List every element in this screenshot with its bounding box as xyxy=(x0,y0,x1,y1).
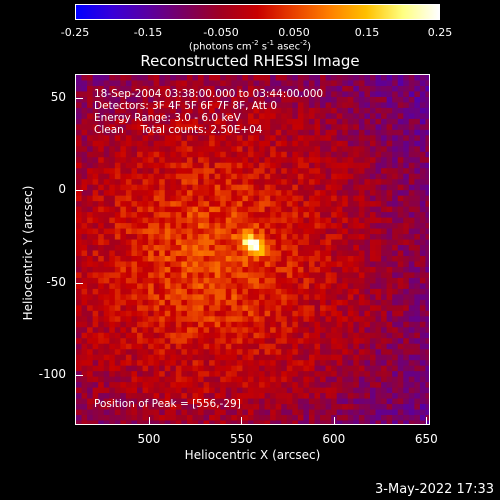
colorbar-tick-label: -0.050 xyxy=(203,26,239,39)
x-tick-label: 550 xyxy=(229,432,253,446)
plot-title: Reconstructed RHESSI Image xyxy=(140,52,360,70)
y-tick-label: -100 xyxy=(38,367,66,382)
colorbar-tick-label: -0.25 xyxy=(60,26,90,39)
info-time-range: 18-Sep-2004 03:38:00.000 to 03:44:00.000 xyxy=(94,88,324,100)
colorbar-tick-label: 0.050 xyxy=(278,26,310,39)
y-axis-label: Heliocentric Y (arcsec) xyxy=(21,185,35,321)
x-tick-mark xyxy=(241,417,243,425)
y-tick-label: 0 xyxy=(58,182,66,197)
x-tick-label: 500 xyxy=(137,432,161,446)
timestamp: 3-May-2022 17:33 xyxy=(375,482,494,497)
info-peak-position: Position of Peak = [556,-29] xyxy=(94,398,241,410)
x-axis-label: Heliocentric X (arcsec) xyxy=(184,448,321,462)
x-tick-mark xyxy=(333,417,335,425)
colorbar-tick-label: -0.15 xyxy=(133,26,163,39)
y-tick-label: 50 xyxy=(50,90,66,105)
info-detectors: Detectors: 3F 4F 5F 6F 7F 8F, Att 0 xyxy=(94,100,278,112)
x-tick-label: 650 xyxy=(414,432,438,446)
info-energy-range: Energy Range: 3.0 - 6.0 keV xyxy=(94,112,241,124)
y-tick-mark xyxy=(75,375,83,377)
info-clean-counts: Clean Total counts: 2.50E+04 xyxy=(94,124,263,136)
y-tick-mark xyxy=(75,190,83,192)
colorbar-tick-label: 0.25 xyxy=(427,26,453,39)
x-tick-mark xyxy=(426,417,428,425)
image-plot-area[interactable]: 18-Sep-2004 03:38:00.000 to 03:44:00.000… xyxy=(75,74,430,425)
colorbar xyxy=(75,4,440,20)
y-tick-mark xyxy=(75,98,83,100)
colorbar-units-label: (photons cm-2 s-1 asec-2) xyxy=(188,39,312,53)
x-tick-mark xyxy=(148,417,150,425)
y-tick-mark xyxy=(75,282,83,284)
colorbar-tick-label: 0.15 xyxy=(354,26,380,39)
x-tick-label: 600 xyxy=(322,432,346,446)
y-tick-label: -50 xyxy=(46,274,66,289)
